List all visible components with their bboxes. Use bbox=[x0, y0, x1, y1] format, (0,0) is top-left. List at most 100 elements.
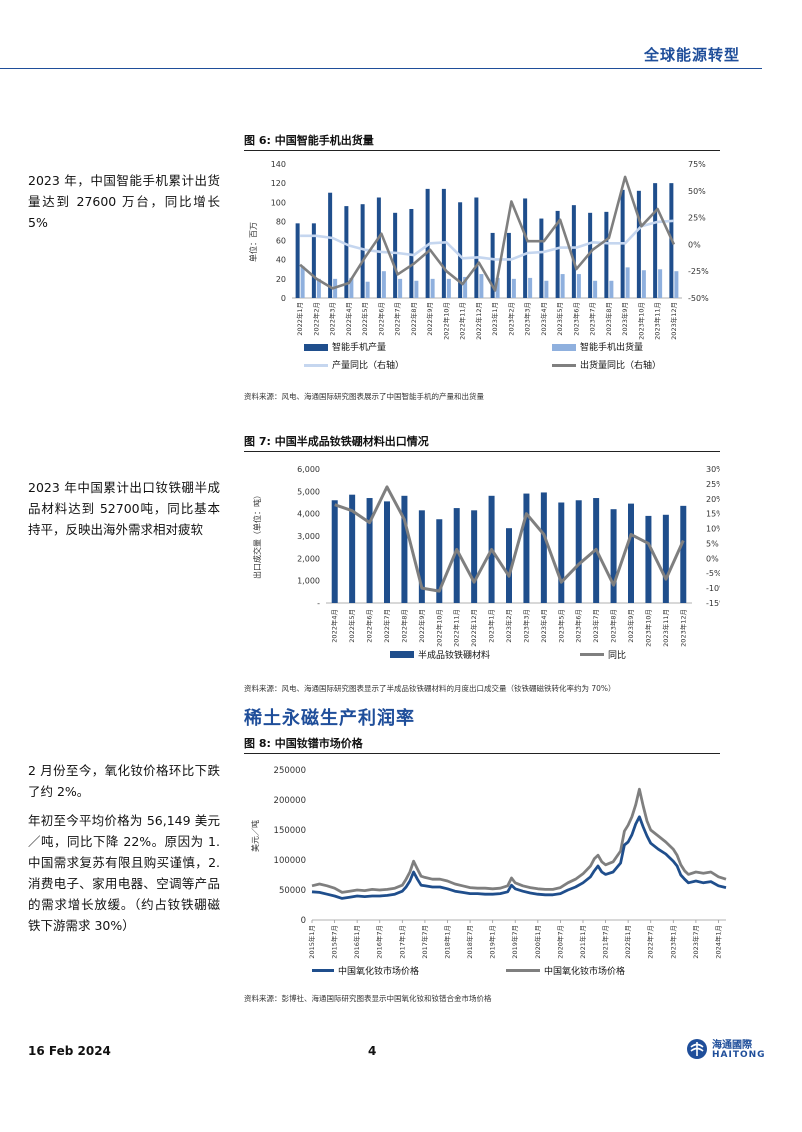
fig6-x-tick-label: 2023年4月 bbox=[539, 302, 548, 336]
note-smartphone: 2023 年，中国智能手机累计出货量达到 27600 万台，同比增长 5% bbox=[28, 173, 220, 230]
fig7-x-tick-label: 2022年9月 bbox=[417, 609, 426, 643]
fig7-y2-tick-label: -15% bbox=[706, 599, 720, 608]
haitong-logo: 海通國際 HAITONG bbox=[686, 1036, 776, 1066]
fig6-bar bbox=[311, 223, 316, 298]
fig6-series-line bbox=[300, 219, 674, 261]
fig7-x-tick-label: 2023年6月 bbox=[574, 609, 583, 643]
note-ndfeb-export: 2023 年中国累计出口钕铁硼半成品材料达到 52700吨，同比基本持平，反映出… bbox=[28, 480, 220, 537]
fig6-x-tick-label: 2023年8月 bbox=[604, 302, 613, 336]
fig6-bar bbox=[528, 277, 533, 298]
fig7-bar bbox=[453, 508, 460, 603]
fig7-y-tick-label: 3,000 bbox=[297, 532, 320, 541]
fig6-bar bbox=[593, 280, 598, 298]
fig7-x-tick-label: 2022年10月 bbox=[434, 609, 443, 647]
fig6-x-tick-label: 2023年1月 bbox=[490, 302, 499, 336]
fig7-bar bbox=[662, 514, 669, 603]
fig7-chart: - 1,000 2,000 3,000 4,000 5,000 6,000 -15% -10% -… bbox=[252, 465, 720, 661]
fig6-bar bbox=[576, 274, 581, 298]
fig6-bar bbox=[495, 277, 500, 298]
fig8-x-tick-label: 2017年1月 bbox=[397, 925, 406, 959]
fig6-y-tick-label: 40 bbox=[276, 256, 286, 265]
fig8-title: 图 8: 中国钕镨市场价格 bbox=[244, 737, 363, 750]
fig8-x-tick-label: 2018年1月 bbox=[442, 925, 451, 959]
fig6-bar bbox=[349, 277, 354, 298]
fig7-bar bbox=[523, 493, 530, 603]
fig6-x-tick-label: 2022年7月 bbox=[393, 302, 402, 336]
fig7-x-tick-label: 2023年4月 bbox=[539, 609, 548, 643]
fig6-y-tick-label: 120 bbox=[271, 179, 286, 188]
fig6-bar bbox=[571, 205, 576, 298]
fig7-bar bbox=[680, 505, 687, 603]
fig6-bar bbox=[588, 212, 593, 298]
fig6-x-tick-label: 2023年12月 bbox=[669, 302, 678, 340]
fig6-y-axis-label: 单位：百万 bbox=[248, 222, 258, 262]
fig6-legend-label: 智能手机产量 bbox=[332, 341, 386, 353]
fig7-bar bbox=[418, 510, 425, 603]
fig7-y-tick-label: 2,000 bbox=[297, 554, 320, 563]
fig6-y2-tick-label: 0% bbox=[688, 240, 701, 249]
fig8-x-tick-label: 2018年7月 bbox=[465, 925, 474, 959]
fig8-series-line bbox=[311, 787, 727, 894]
fig6-bar bbox=[393, 212, 398, 298]
fig8-x-tick-label: 2021年7月 bbox=[601, 925, 610, 959]
fig6-y-tick-label: 0 bbox=[281, 294, 286, 303]
fig6-x-tick-label: 2022年3月 bbox=[328, 302, 337, 336]
fig7-y-tick-label: 4,000 bbox=[297, 510, 320, 519]
fig6-bar bbox=[539, 218, 544, 298]
fig7-x-tick-label: 2022年4月 bbox=[330, 609, 339, 643]
fig6-bar bbox=[360, 204, 365, 298]
fig7-x-tick-label: 2023年7月 bbox=[591, 609, 600, 643]
fig6-bar bbox=[609, 280, 614, 298]
fig6-x-tick-label: 2023年2月 bbox=[506, 302, 515, 336]
fig8-y-tick-label: 200000 bbox=[274, 796, 306, 806]
fig6-bar bbox=[479, 274, 484, 298]
fig7-x-tick-label: 2022年7月 bbox=[382, 609, 391, 643]
fig8-y-axis-label: 美元／吨 bbox=[250, 820, 260, 852]
fig6-bar bbox=[430, 278, 435, 298]
fig7-y2-tick-label: 0% bbox=[706, 554, 719, 563]
fig6-legend-swatch bbox=[304, 344, 328, 351]
fig7-bar bbox=[349, 494, 356, 603]
fig8-y-tick-label: 0 bbox=[301, 916, 306, 926]
fig7-y2-tick-label: 30% bbox=[706, 465, 720, 474]
fig6-title: 图 6: 中国智能手机出货量 bbox=[244, 134, 374, 147]
logo-cn-text: 海通國際 bbox=[712, 1040, 752, 1051]
fig6-bar bbox=[474, 197, 479, 298]
fig8-x-tick-label: 2015年1月 bbox=[307, 925, 316, 959]
fig6-x-tick-label: 2022年5月 bbox=[360, 302, 369, 336]
fig8-legend-label: 中国氧化钕市场价格 bbox=[338, 965, 419, 977]
fig7-y2-tick-label: -10% bbox=[706, 584, 720, 593]
fig8-y-tick-label: 150000 bbox=[274, 826, 306, 836]
fig7-y2-tick-label: -5% bbox=[706, 569, 720, 578]
fig6-bar bbox=[653, 183, 658, 298]
note-nd-oxide-avg-price: 年初至今平均价格为 56,149 美元／吨，同比下降 22%。原因为 1.中国需… bbox=[28, 813, 220, 933]
fig6-y-tick-label: 100 bbox=[271, 198, 286, 207]
fig7-y2-tick-label: 10% bbox=[706, 525, 720, 534]
fig6-x-tick-label: 2022年4月 bbox=[344, 302, 353, 336]
fig7-bar bbox=[384, 501, 390, 603]
fig7-y-tick-label: 5,000 bbox=[297, 487, 320, 496]
fig6-bar bbox=[458, 202, 463, 298]
fig6-bar bbox=[425, 188, 430, 298]
fig6-chart: 0 20 40 60 80 100 120 140 -50% -25% 0% 25% 50% 75% 单位：… bbox=[248, 160, 709, 371]
fig6-y2-tick-label: 25% bbox=[688, 214, 706, 223]
fig6-x-tick-label: 2023年6月 bbox=[571, 302, 580, 336]
fig8-x-tick-label: 2021年1月 bbox=[578, 925, 587, 959]
fig6-x-tick-label: 2022年8月 bbox=[409, 302, 418, 336]
fig6-x-tick-label: 2023年10月 bbox=[636, 302, 645, 340]
fig8-series-line bbox=[311, 815, 727, 900]
fig8-x-tick-label: 2016年1月 bbox=[352, 925, 361, 959]
fig8-rule bbox=[244, 753, 720, 754]
fig7-x-tick-label: 2023年3月 bbox=[521, 609, 530, 643]
fig6-bar bbox=[446, 278, 451, 298]
fig8-x-tick-label: 2015年7月 bbox=[330, 925, 339, 959]
fig7-x-tick-label: 2022年6月 bbox=[365, 609, 374, 643]
fig6-legend-swatch bbox=[552, 344, 576, 351]
fig6-x-tick-label: 2022年9月 bbox=[425, 302, 434, 336]
fig6-bar bbox=[365, 281, 370, 298]
fig6-bar bbox=[344, 206, 349, 298]
fig7-title: 图 7: 中国半成品钕铁硼材料出口情况 bbox=[244, 435, 429, 448]
fig6-y-tick-label: 20 bbox=[276, 275, 286, 284]
fig7-x-tick-label: 2023年9月 bbox=[626, 609, 635, 643]
section-title: 稀土永磁生产利润率 bbox=[244, 708, 415, 729]
